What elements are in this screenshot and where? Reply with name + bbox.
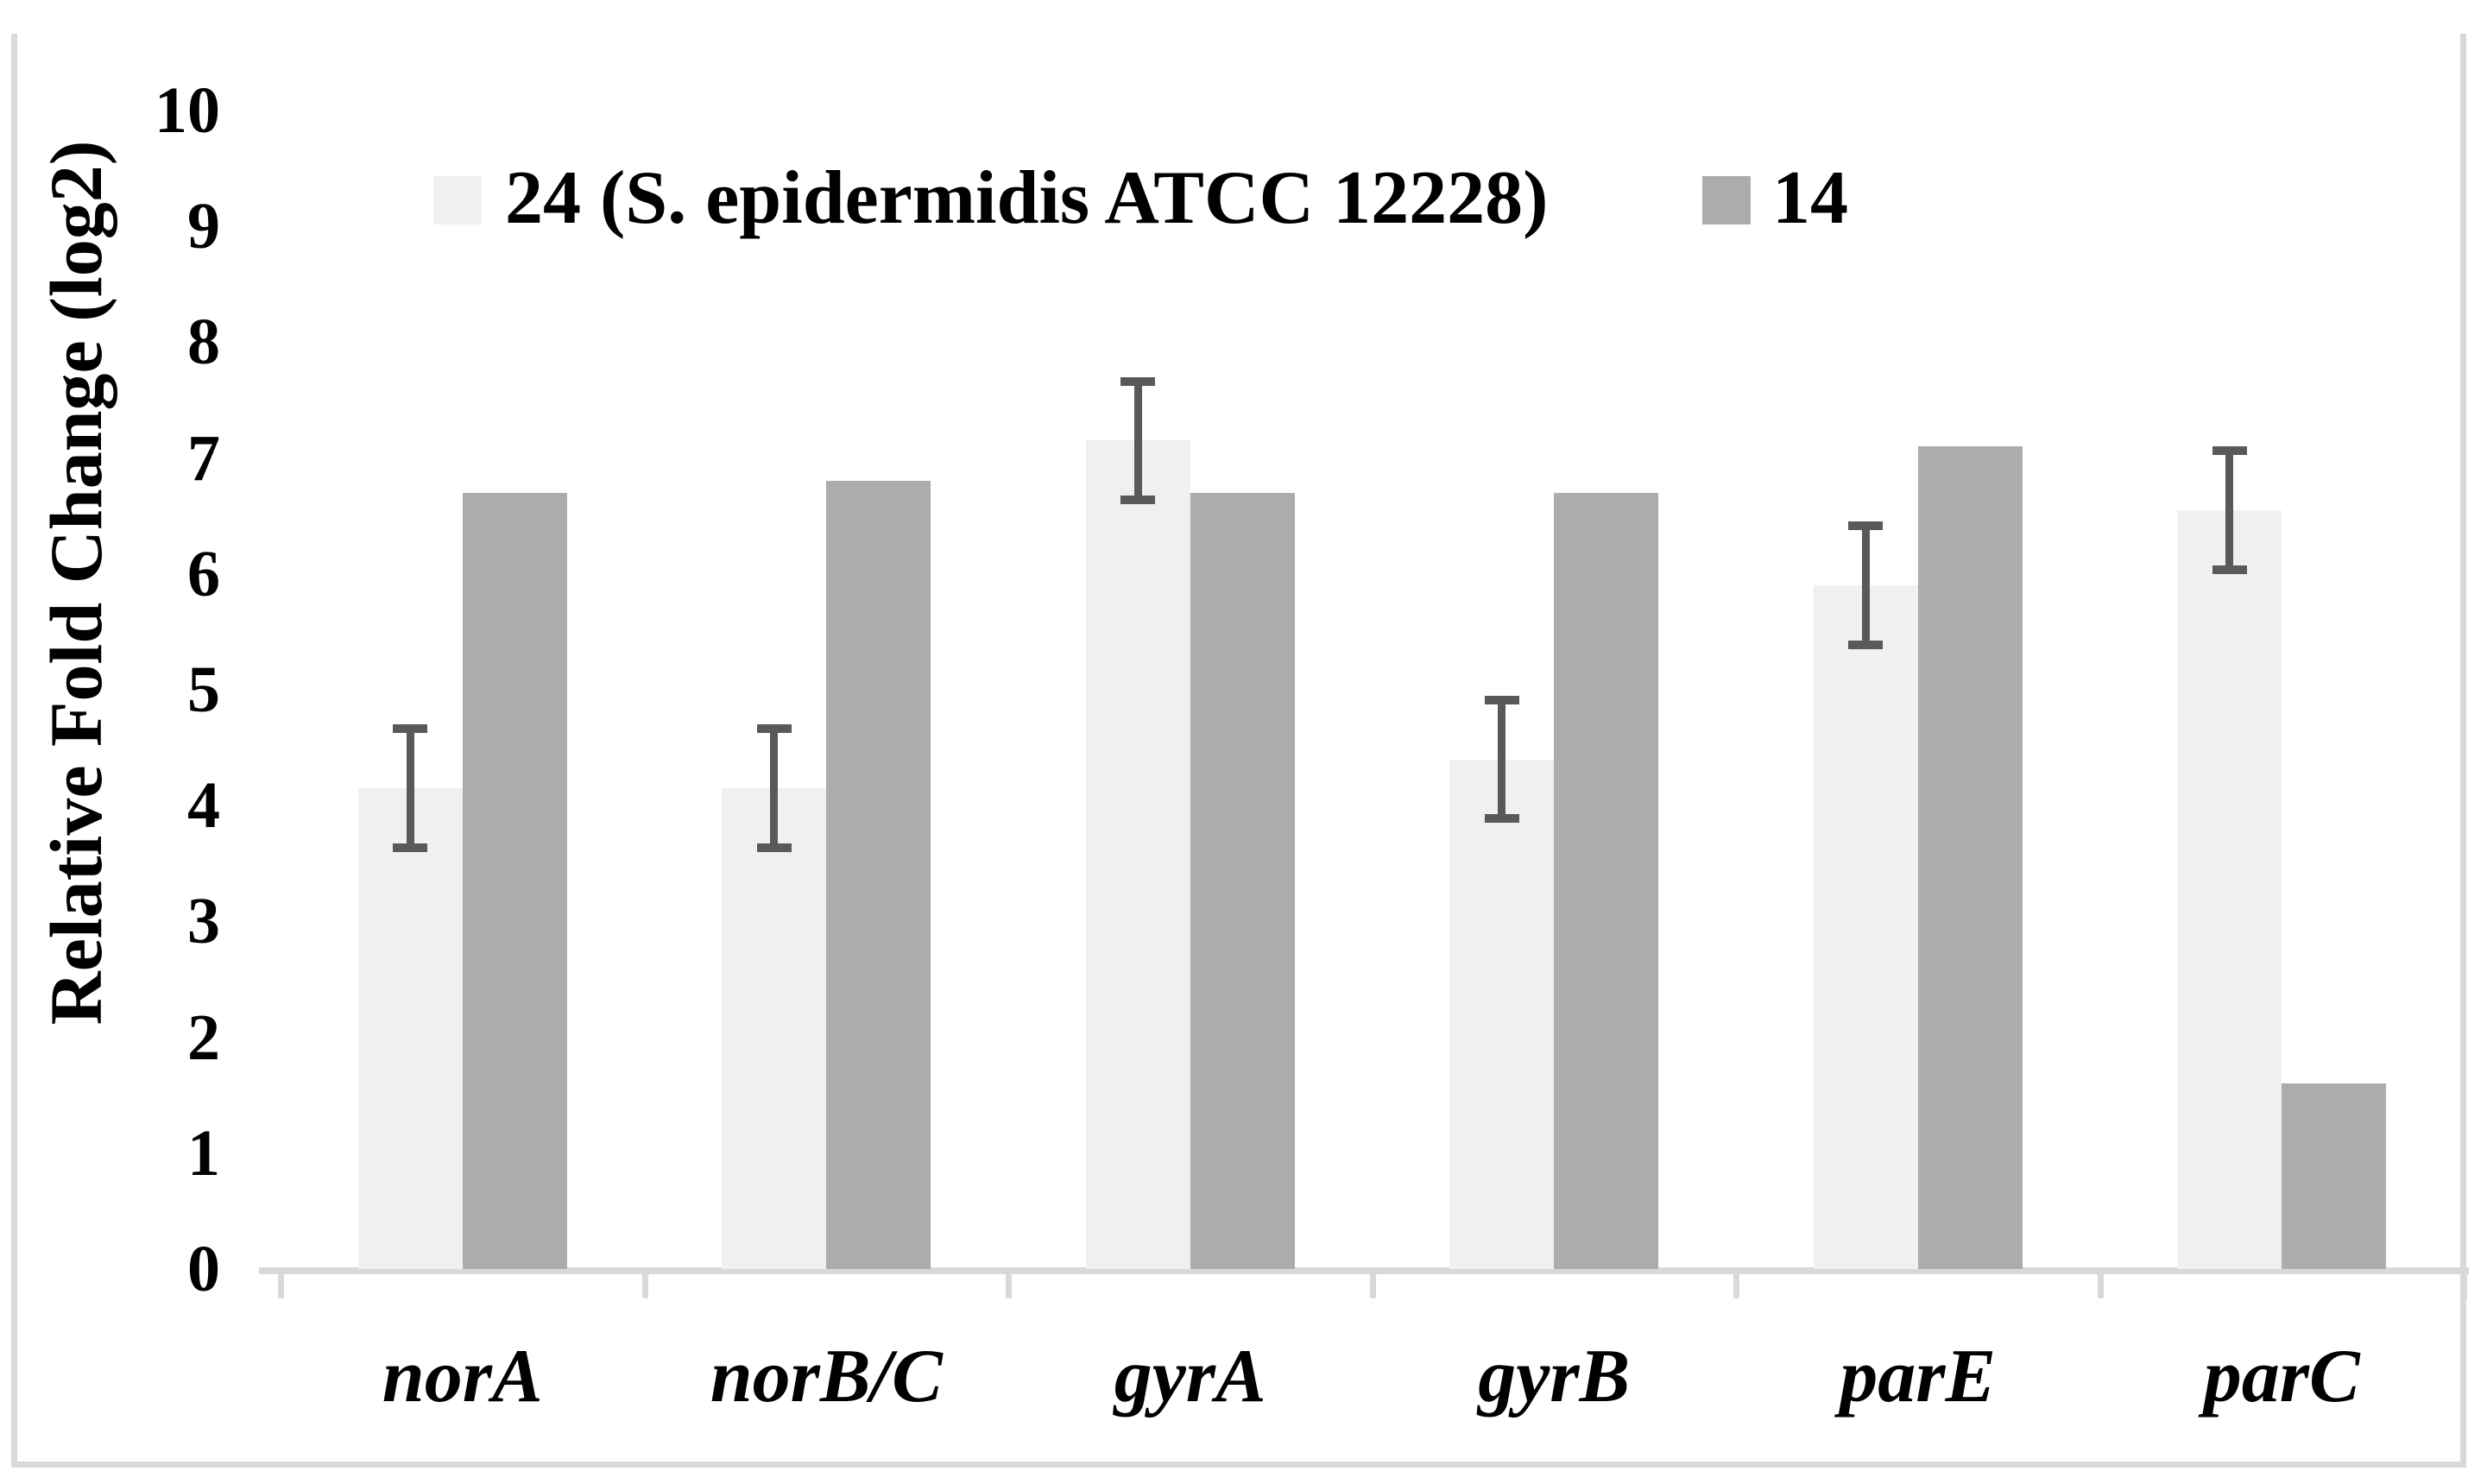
bar-series0-parE (1813, 585, 1918, 1269)
x-category-label: gyrA (1114, 1335, 1266, 1418)
error-bar-cap-bottom (756, 843, 792, 852)
error-bar-cap-top (1848, 521, 1884, 531)
error-bar-cap-top (1120, 376, 1156, 386)
error-bar-cap-bottom (393, 843, 428, 852)
bar-series1-norBC (826, 481, 931, 1269)
x-category-label: parC (2203, 1335, 2360, 1418)
figure-border-right (2460, 34, 2466, 1468)
x-axis-tick-mark (1733, 1267, 1739, 1298)
y-axis-tick-label: 1 (187, 1116, 220, 1190)
error-bar-cap-top (1484, 695, 1519, 704)
bar-series0-gyrA (1085, 440, 1190, 1269)
y-axis-tick-label: 4 (187, 769, 220, 843)
error-bar-cap-bottom (1848, 641, 1884, 650)
error-bar-stem (406, 724, 414, 852)
y-axis-tick-label: 10 (155, 74, 220, 147)
bar-series1-gyrB (1554, 492, 1659, 1269)
error-bar-cap-top (2212, 446, 2247, 456)
x-axis-tick-mark (641, 1267, 648, 1298)
error-bar-stem (2225, 446, 2234, 574)
legend-label-series0: 24 (S. epidermidis ATCC 12228) (505, 156, 1549, 240)
error-bar-stem (1498, 695, 1506, 824)
error-bar-cap-top (756, 724, 792, 734)
x-axis-tick-mark (278, 1267, 284, 1298)
x-category-label: norA (382, 1335, 543, 1418)
error-bar-cap-bottom (1120, 496, 1156, 505)
figure-border-bottom (11, 1462, 2466, 1468)
figure-border-left (11, 34, 17, 1468)
y-axis-tick-label: 5 (187, 654, 220, 726)
legend-label-series1: 14 (1772, 156, 1848, 240)
error-bar-cap-bottom (1484, 814, 1519, 824)
x-axis-tick-mark (1006, 1267, 1012, 1298)
bar-series1-gyrA (1190, 492, 1295, 1269)
y-axis-tick-label: 0 (187, 1233, 220, 1305)
error-bar-stem (1133, 376, 1142, 505)
bar-series0-norA (357, 788, 463, 1269)
x-axis-tick-mark (2461, 1267, 2467, 1298)
x-axis-tick-mark (1369, 1267, 1376, 1298)
bar-series1-parE (1917, 446, 2023, 1269)
error-bar-cap-bottom (2212, 565, 2247, 574)
y-axis-tick-label: 8 (187, 306, 220, 379)
bar-series0-gyrB (1449, 759, 1555, 1269)
bar-series0-parC (2177, 509, 2282, 1269)
x-category-label: gyrB (1478, 1335, 1631, 1418)
y-axis-tick-label: 7 (187, 421, 220, 495)
error-bar-cap-top (393, 724, 428, 734)
legend-swatch-series0 (433, 176, 482, 224)
x-category-label: parE (1840, 1335, 1997, 1418)
error-bar-stem (770, 724, 779, 852)
y-axis-tick-label: 3 (187, 885, 220, 958)
y-axis-tick-label: 2 (187, 1001, 220, 1074)
legend-swatch-series1 (1702, 176, 1751, 224)
bar-series1-norA (462, 492, 567, 1269)
error-bar-stem (1861, 521, 1870, 650)
y-axis-tick-label: 6 (187, 537, 220, 610)
bar-series0-norBC (722, 788, 827, 1269)
x-axis-line (259, 1267, 2469, 1274)
x-category-label: norB/C (710, 1335, 943, 1418)
x-axis-tick-mark (2097, 1267, 2104, 1298)
bar-series1-parC (2282, 1083, 2387, 1269)
y-axis-tick-label: 9 (187, 190, 220, 263)
